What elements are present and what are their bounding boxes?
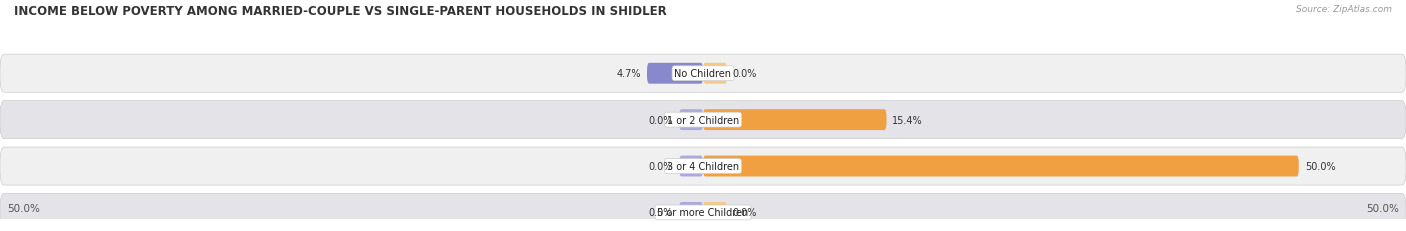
FancyBboxPatch shape	[679, 202, 703, 223]
Text: 0.0%: 0.0%	[733, 69, 758, 79]
Text: 3 or 4 Children: 3 or 4 Children	[666, 161, 740, 171]
Text: 0.0%: 0.0%	[648, 207, 673, 218]
Text: 50.0%: 50.0%	[7, 203, 39, 213]
Text: Source: ZipAtlas.com: Source: ZipAtlas.com	[1296, 5, 1392, 14]
Text: No Children: No Children	[675, 69, 731, 79]
FancyBboxPatch shape	[703, 156, 1299, 177]
FancyBboxPatch shape	[679, 110, 703, 131]
Text: 0.0%: 0.0%	[733, 207, 758, 218]
FancyBboxPatch shape	[679, 156, 703, 177]
FancyBboxPatch shape	[0, 194, 1406, 231]
Text: 5 or more Children: 5 or more Children	[658, 207, 748, 218]
Text: 1 or 2 Children: 1 or 2 Children	[666, 115, 740, 125]
Text: 4.7%: 4.7%	[617, 69, 641, 79]
Text: 0.0%: 0.0%	[648, 115, 673, 125]
FancyBboxPatch shape	[0, 55, 1406, 93]
FancyBboxPatch shape	[0, 101, 1406, 139]
FancyBboxPatch shape	[703, 64, 727, 84]
FancyBboxPatch shape	[647, 64, 703, 84]
Text: 50.0%: 50.0%	[1305, 161, 1336, 171]
Text: 15.4%: 15.4%	[893, 115, 924, 125]
FancyBboxPatch shape	[703, 110, 887, 131]
FancyBboxPatch shape	[703, 202, 727, 223]
FancyBboxPatch shape	[0, 147, 1406, 185]
Text: 50.0%: 50.0%	[1367, 203, 1399, 213]
Text: INCOME BELOW POVERTY AMONG MARRIED-COUPLE VS SINGLE-PARENT HOUSEHOLDS IN SHIDLER: INCOME BELOW POVERTY AMONG MARRIED-COUPL…	[14, 5, 666, 18]
Text: 0.0%: 0.0%	[648, 161, 673, 171]
